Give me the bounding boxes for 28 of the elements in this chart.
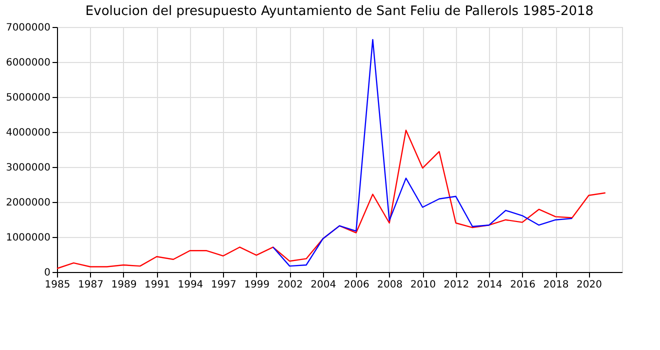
x-tick-label: 2018 — [543, 280, 569, 290]
x-tick-label: 1997 — [210, 280, 236, 290]
x-tick-label: 1991 — [144, 280, 170, 290]
x-tick-label: 2008 — [377, 280, 403, 290]
y-tick-label: 3000000 — [6, 162, 50, 174]
x-tick-label: 2004 — [310, 280, 336, 290]
x-tick-label: 2016 — [510, 280, 536, 290]
chart-title: Evolucion del presupuesto Ayuntamiento de Sant Feliu de Pallerols 1985-2018 — [85, 4, 594, 19]
x-tick-label: 2010 — [410, 280, 436, 290]
y-tick-label: 4000000 — [6, 128, 50, 138]
line-series — [56, 130, 606, 270]
x-tick-label: 2006 — [344, 280, 370, 290]
y-tick-label: 7000000 — [6, 22, 50, 34]
x-tick-label: 2002 — [277, 280, 303, 290]
x-tick-label: 2020 — [576, 280, 602, 290]
x-tick-label: 1999 — [244, 280, 270, 290]
y-tick-label: 0 — [44, 268, 50, 278]
y-tick-label: 2000000 — [6, 198, 50, 208]
x-tick-label: 1987 — [78, 280, 104, 290]
x-tick-label: 1989 — [111, 280, 137, 290]
x-tick-label: 1985 — [44, 280, 70, 290]
line-series — [272, 39, 573, 267]
x-tick-label: 1994 — [178, 280, 204, 290]
x-tick-label: 2014 — [476, 280, 502, 290]
x-tick-label: 2012 — [444, 280, 470, 290]
y-tick-label: 6000000 — [6, 58, 50, 68]
y-tick-label: 5000000 — [6, 92, 50, 104]
y-tick-label: 1000000 — [6, 232, 50, 244]
